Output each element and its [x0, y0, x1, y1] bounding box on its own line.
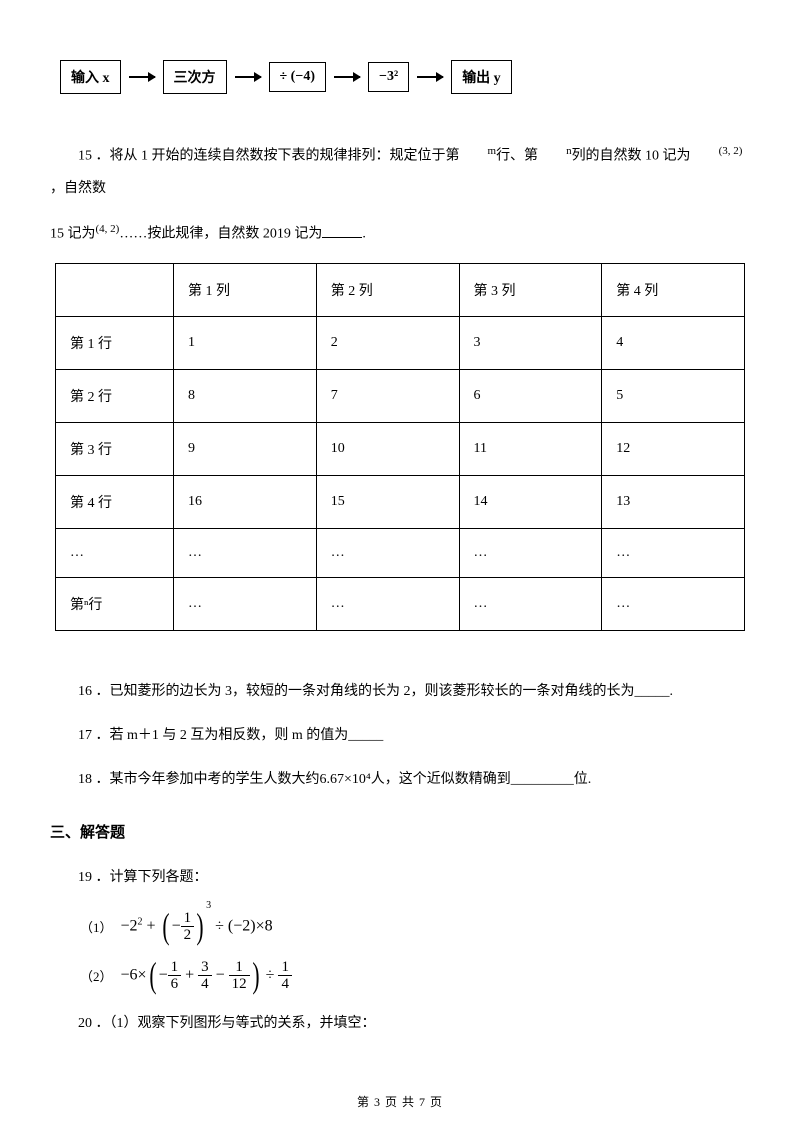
- table-cell: 第 1 行: [56, 316, 174, 369]
- table-cell: 12: [602, 422, 745, 475]
- q15-paren2: (4, 2): [96, 217, 120, 242]
- question-15: 15 ．将从 1 开始的连续自然数按下表的规律排列：规定位于第m行、第n列的自然…: [50, 139, 750, 205]
- question-18: 18 ．某市今年参加中考的学生人数大约6.67×10⁴人，这个近似数精确到___…: [50, 764, 750, 796]
- table-cell: 第 2 列: [316, 263, 459, 316]
- flow-arrow: [334, 76, 360, 78]
- formula-19-2: （2） −6×(−16 + 34 − 112) ÷ 14: [80, 959, 750, 993]
- q15-text-f: ……按此规律，自然数 2019 记为: [119, 227, 322, 242]
- question-19: 19 ．计算下列各题：: [50, 862, 750, 894]
- table-cell: 11: [459, 422, 602, 475]
- table-cell: …: [174, 577, 317, 630]
- table-cell: …: [459, 577, 602, 630]
- q18-expr: 6.67×10⁴: [320, 772, 371, 787]
- q15-sup-n: n: [538, 139, 572, 164]
- table-cell: 第 1 列: [174, 263, 317, 316]
- table-cell: …: [602, 577, 745, 630]
- table-cell: 5: [602, 369, 745, 422]
- flow-box-divide: ÷ (−4): [269, 62, 327, 92]
- q15-sup-m: m: [460, 139, 497, 164]
- table-cell: 13: [602, 475, 745, 528]
- table-cell: 10: [316, 422, 459, 475]
- q18-text-b: 人，这个近似数精确到_________位.: [371, 772, 592, 787]
- formula-label-2: （2）: [80, 966, 113, 985]
- flow-arrow: [417, 76, 443, 78]
- formula-19-1: （1） −22 + (−12)3 ÷ (−2)×8: [80, 910, 750, 944]
- table-cell: 6: [459, 369, 602, 422]
- formula-19-2-expr: −6×(−16 + 34 − 112) ÷ 14: [121, 959, 292, 993]
- table-row: … … … … …: [56, 528, 745, 577]
- table-cell: 4: [602, 316, 745, 369]
- flow-box-input: 输入 x: [60, 60, 121, 94]
- q15-text-e: 15 记为: [50, 227, 96, 242]
- table-cell: 16: [174, 475, 317, 528]
- flow-arrow: [235, 76, 261, 78]
- table-cell: 15: [316, 475, 459, 528]
- flow-box-neg: −3²: [368, 62, 409, 92]
- table-cell: 14: [459, 475, 602, 528]
- table-cell: …: [174, 528, 317, 577]
- table-cell: 7: [316, 369, 459, 422]
- table-cell: 第 3 行: [56, 422, 174, 475]
- table-cell: …: [56, 528, 174, 577]
- question-15-cont: 15 记为(4, 2)……按此规律，自然数 2019 记为.: [50, 217, 750, 251]
- table-row: 第 3 行 9 10 11 12: [56, 422, 745, 475]
- question-15-table: 第 1 列 第 2 列 第 3 列 第 4 列 第 1 行 1 2 3 4 第 …: [55, 263, 745, 631]
- table-cell: 3: [459, 316, 602, 369]
- table-cell: 9: [174, 422, 317, 475]
- table-header-row: 第 1 列 第 2 列 第 3 列 第 4 列: [56, 263, 745, 316]
- formula-label-1: （1）: [80, 917, 113, 936]
- q15-text-d: ，自然数: [50, 181, 106, 196]
- table-cell: …: [602, 528, 745, 577]
- table-row: 第 1 行 1 2 3 4: [56, 316, 745, 369]
- table-cell: 第 4 行: [56, 475, 174, 528]
- question-20: 20 ．（1）观察下列图形与等式的关系，并填空：: [50, 1008, 750, 1040]
- table-cell: 2: [316, 316, 459, 369]
- table-cell: 第ⁿ行: [56, 577, 174, 630]
- flow-arrow: [129, 76, 155, 78]
- table-row: 第 2 行 8 7 6 5: [56, 369, 745, 422]
- table-row: 第 4 行 16 15 14 13: [56, 475, 745, 528]
- table-cell: 第 4 列: [602, 263, 745, 316]
- flow-box-output: 输出 y: [451, 60, 512, 94]
- table-cell: …: [316, 577, 459, 630]
- table-cell: [56, 263, 174, 316]
- q15-text-b: 行、第: [496, 149, 538, 164]
- q15-blank: [322, 224, 362, 238]
- q18-text-a: 18 ．某市今年参加中考的学生人数大约: [78, 772, 320, 787]
- flowchart-diagram: 输入 x 三次方 ÷ (−4) −3² 输出 y: [60, 60, 750, 94]
- table-cell: …: [459, 528, 602, 577]
- table-cell: 1: [174, 316, 317, 369]
- table-cell: 8: [174, 369, 317, 422]
- flow-box-cube: 三次方: [163, 60, 227, 94]
- q15-text-g: .: [362, 227, 366, 242]
- table-cell: …: [316, 528, 459, 577]
- table-row: 第ⁿ行 … … … …: [56, 577, 745, 630]
- formula-19-1-expr: −22 + (−12)3 ÷ (−2)×8: [121, 910, 273, 944]
- section-3-header: 三、解答题: [50, 821, 750, 842]
- table-cell: 第 3 列: [459, 263, 602, 316]
- q15-text-a: 15 ．将从 1 开始的连续自然数按下表的规律排列：规定位于第: [78, 149, 460, 164]
- page-footer: 第 3 页 共 7 页: [0, 1093, 800, 1110]
- q15-paren1: (3, 2): [691, 139, 743, 164]
- question-17: 17 ．若 m＋1 与 2 互为相反数，则 m 的值为_____: [50, 720, 750, 752]
- table-cell: 第 2 行: [56, 369, 174, 422]
- question-16: 16 ．已知菱形的边长为 3，较短的一条对角线的长为 2，则该菱形较长的一条对角…: [50, 676, 750, 708]
- q15-text-c: 列的自然数 10 记为: [572, 149, 691, 164]
